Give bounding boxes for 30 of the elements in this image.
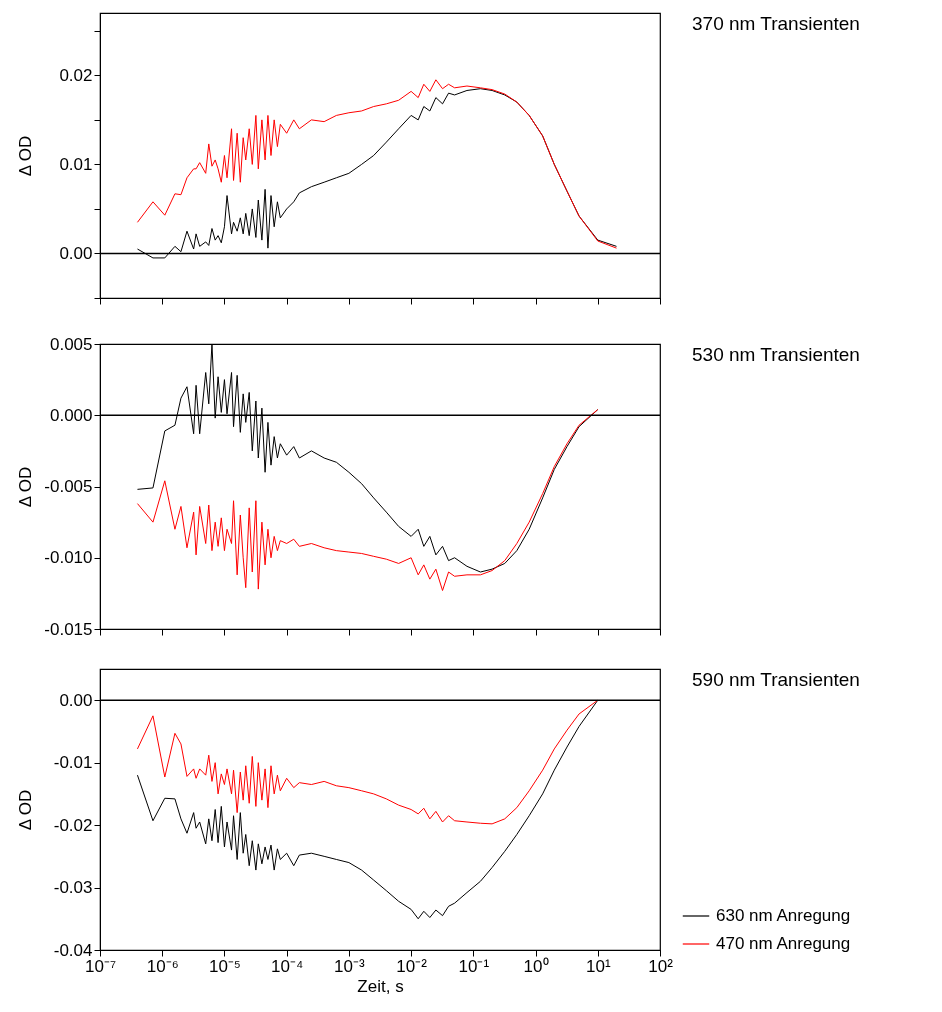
legend-label: 630 nm Anregung bbox=[716, 906, 851, 925]
x-tick-label: 10⁻⁴ bbox=[271, 956, 304, 976]
x-tick-label: 10⁻³ bbox=[334, 956, 366, 976]
y-tick-label: 0.000 bbox=[49, 405, 93, 425]
x-tick-label: 10⁰ bbox=[523, 956, 549, 976]
x-tick-label: 10⁻¹ bbox=[458, 956, 490, 976]
y-tick-label: 0.01 bbox=[59, 154, 93, 174]
x-axis-title: Zeit, s bbox=[357, 976, 404, 996]
y-tick-label: 0.005 bbox=[49, 334, 93, 354]
y-tick-label: -0.02 bbox=[53, 815, 93, 835]
y-tick-label: -0.01 bbox=[53, 753, 93, 773]
y-tick-label: 0.00 bbox=[59, 243, 93, 263]
y-tick-label: 0.02 bbox=[59, 65, 93, 85]
x-tick-label: 10⁻² bbox=[396, 956, 428, 976]
y-tick-label: 0.00 bbox=[59, 690, 93, 710]
y-axis-title: Δ OD bbox=[15, 466, 35, 508]
legend-label: 470 nm Anregung bbox=[716, 934, 851, 953]
y-tick-label: -0.03 bbox=[53, 878, 93, 898]
x-tick-label: 10¹ bbox=[585, 956, 611, 976]
text: 590 nm Transienten bbox=[692, 669, 860, 690]
text: 530 nm Transienten bbox=[692, 344, 860, 365]
y-axis-title: Δ OD bbox=[15, 789, 35, 831]
y-tick-label: -0.005 bbox=[44, 477, 93, 496]
text: 370 nm Transienten bbox=[692, 13, 860, 34]
x-tick-label: 10² bbox=[648, 956, 674, 976]
x-tick-label: 10⁻⁵ bbox=[208, 956, 241, 976]
x-tick-label: 10⁻⁶ bbox=[146, 956, 179, 976]
y-axis-title: Δ OD bbox=[15, 135, 35, 177]
y-tick-label: -0.010 bbox=[44, 548, 93, 568]
y-tick-label: -0.015 bbox=[44, 619, 93, 639]
